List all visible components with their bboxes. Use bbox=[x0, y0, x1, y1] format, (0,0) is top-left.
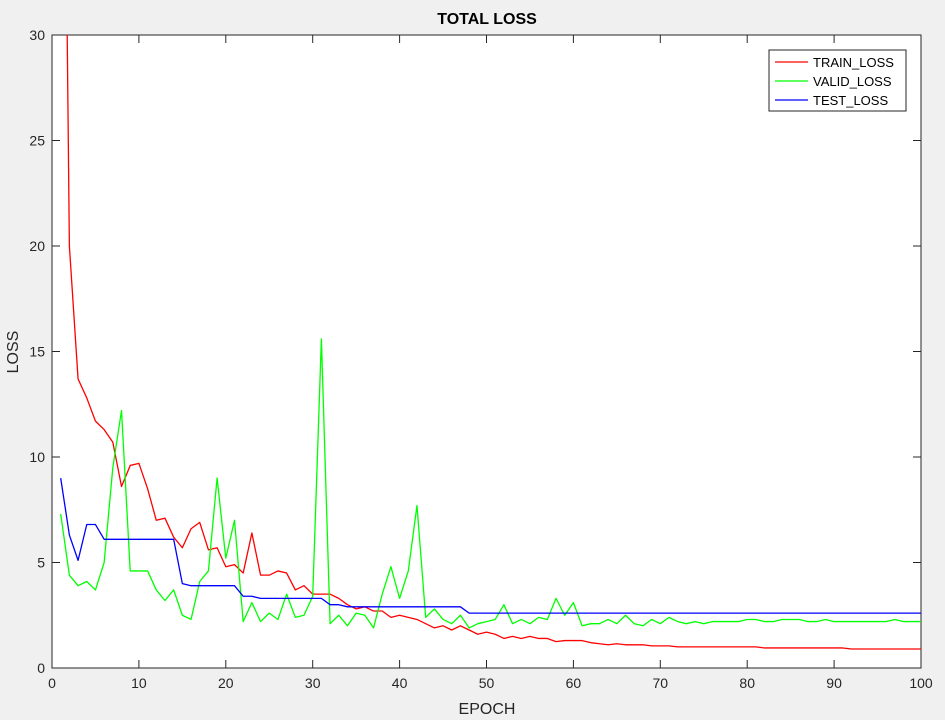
legend: TRAIN_LOSS VALID_LOSS TEST_LOSS bbox=[768, 49, 907, 112]
legend-label: TRAIN_LOSS bbox=[813, 55, 894, 70]
x-tick-label: 30 bbox=[305, 675, 321, 691]
x-tick-label: 70 bbox=[653, 675, 669, 691]
y-tick-label: 25 bbox=[29, 133, 45, 149]
x-tick-label: 80 bbox=[739, 675, 755, 691]
legend-label: VALID_LOSS bbox=[813, 74, 892, 89]
y-tick-label: 20 bbox=[29, 238, 45, 254]
axes-layer: 0 10 20 30 40 50 60 70 80 90 100 0 5 10 15 20 25 30 bbox=[29, 27, 932, 691]
legend-label: TEST_LOSS bbox=[813, 93, 888, 108]
x-axis-label: EPOCH bbox=[459, 701, 516, 718]
x-tick-label: 10 bbox=[131, 675, 147, 691]
x-tick-label: 90 bbox=[826, 675, 842, 691]
x-tick-label: 60 bbox=[566, 675, 582, 691]
y-tick-label: 0 bbox=[37, 660, 45, 676]
y-tick-label: 15 bbox=[29, 344, 45, 360]
chart-title: TOTAL LOSS bbox=[437, 11, 537, 28]
x-tick-label: 100 bbox=[909, 675, 933, 691]
y-tick-label: 30 bbox=[29, 27, 45, 43]
x-tick-label: 20 bbox=[218, 675, 234, 691]
y-tick-label: 5 bbox=[37, 555, 45, 571]
x-tick-label: 40 bbox=[392, 675, 408, 691]
x-tick-label: 0 bbox=[48, 675, 56, 691]
plot-area bbox=[51, 34, 922, 669]
y-axis-label: LOSS bbox=[5, 331, 22, 374]
series-line-train-loss bbox=[66, 35, 921, 650]
series-layer bbox=[60, 35, 921, 650]
series-line-test-loss bbox=[60, 478, 921, 614]
x-tick-label: 50 bbox=[479, 675, 495, 691]
y-tick-label: 10 bbox=[29, 449, 45, 465]
series-line-valid-loss bbox=[60, 338, 921, 629]
